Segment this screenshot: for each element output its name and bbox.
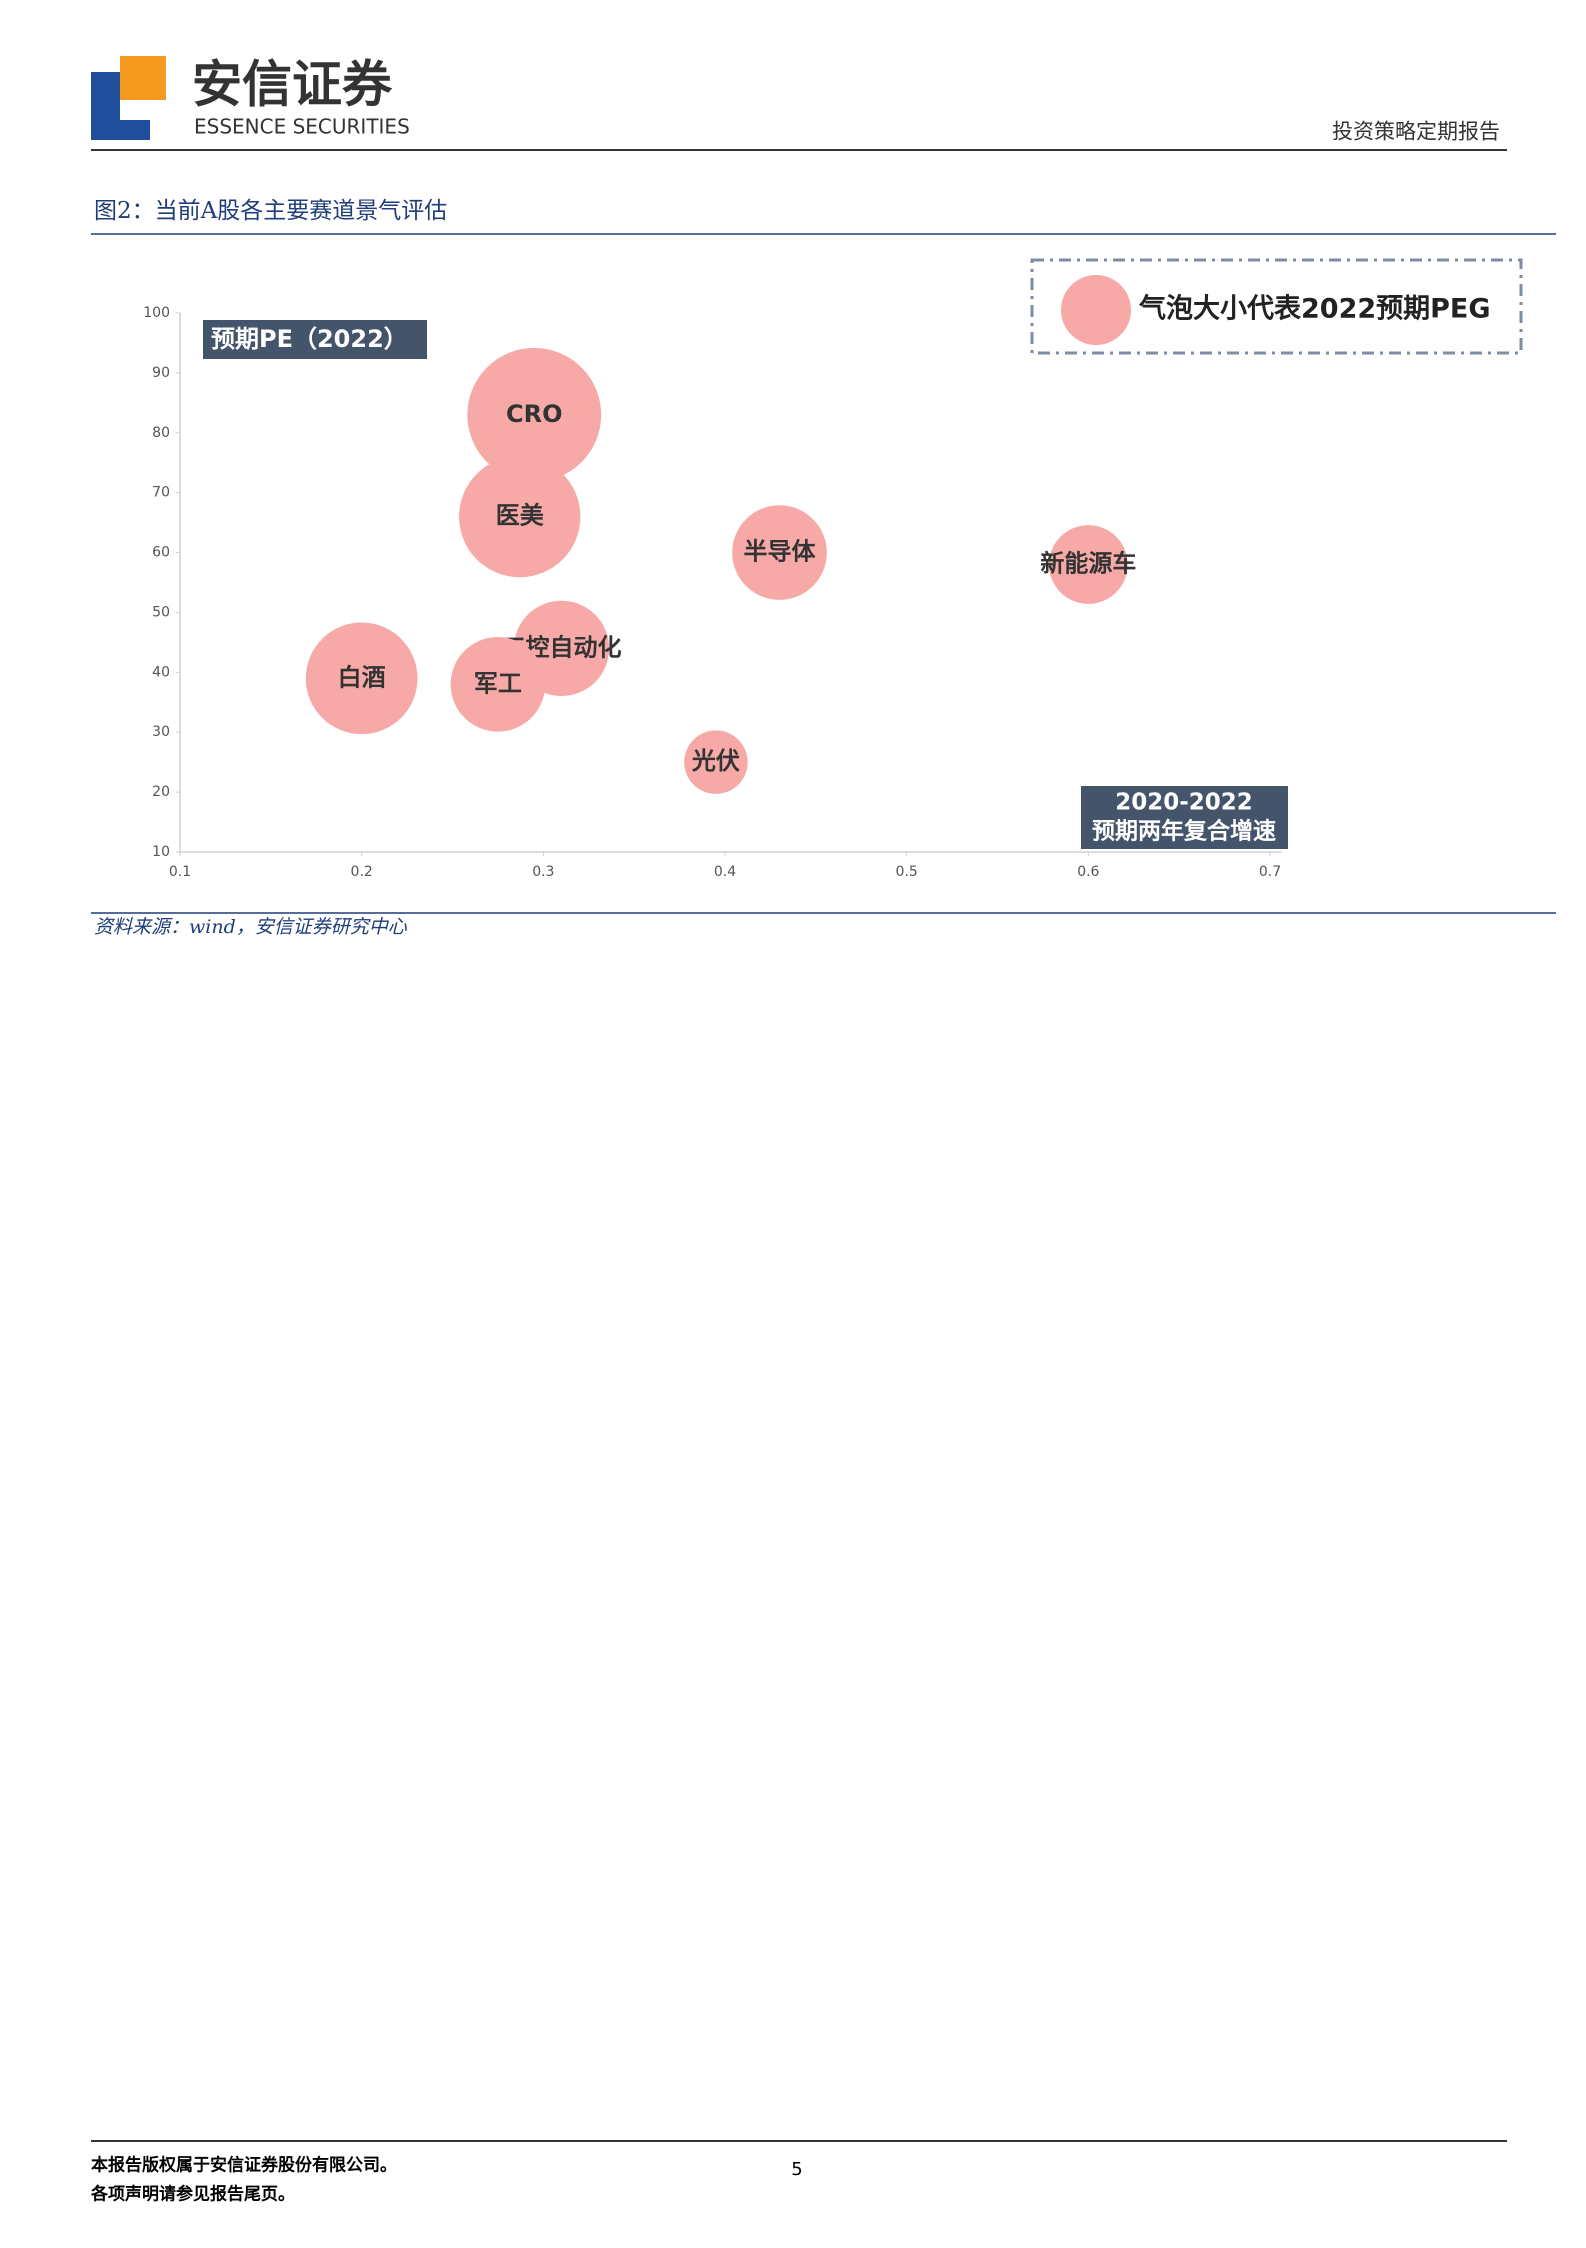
x-tick-label: 0.7 — [1259, 864, 1281, 880]
source: 资料来源：wind，安信证券研究中心 — [94, 916, 408, 938]
x-tick-label: 0.4 — [714, 864, 736, 880]
legend-bubble — [1061, 275, 1131, 345]
y-tick-label: 50 — [152, 604, 170, 620]
bubble-label: 白酒 — [338, 663, 386, 691]
x-tick-label: 0.6 — [1077, 864, 1099, 880]
figure-title: 图2：当前A股各主要赛道景气评估 — [94, 198, 447, 224]
logo — [91, 56, 166, 140]
x-tick-label: 0.2 — [351, 864, 373, 880]
x-label: 2020-2022 — [1115, 790, 1253, 816]
logo-orange — [120, 56, 166, 100]
logo-blue-inner — [104, 72, 120, 120]
legend-text: 气泡大小代表2022预期PEG — [1138, 293, 1491, 325]
bubble-label: 光伏 — [691, 747, 740, 775]
page-number: 5 — [791, 2159, 802, 2180]
company-name: 安信证券 — [192, 56, 393, 114]
y-tick-label: 20 — [152, 784, 170, 800]
y-tick-label: 40 — [152, 664, 170, 680]
bubble — [467, 347, 602, 482]
bubble-label: CRO — [506, 400, 563, 428]
bubble — [1048, 525, 1128, 604]
y-tick-label: 30 — [152, 724, 170, 740]
bubble — [684, 730, 748, 794]
chart: 10 20 30 40 50 60 70 80 90 100 0.1 0.2 0.3 0.4 0.5 0.6 0… — [143, 258, 1523, 880]
footer-line: 各项声明请参见报告尾页。 — [90, 2184, 295, 2205]
bubble-label: 军工 — [474, 669, 522, 697]
y-tick-label: 70 — [152, 485, 170, 501]
x-tick-label: 0.3 — [532, 864, 554, 880]
bubble-label: 半导体 — [744, 538, 817, 566]
x-label-box — [1081, 786, 1288, 849]
y-label-box — [203, 320, 427, 359]
footer-line: 本报告版权属于安信证券股份有限公司。 — [91, 2155, 397, 2176]
y-tick-label: 90 — [152, 365, 170, 381]
y-tick-label: 100 — [143, 305, 170, 321]
x-tick-label: 0.5 — [896, 864, 918, 880]
bubble — [732, 505, 827, 600]
legend-box — [1030, 258, 1523, 355]
y-tick-label: 10 — [152, 844, 170, 860]
y-tick-label: 80 — [152, 425, 170, 441]
bubble — [450, 636, 546, 732]
bubble-label: 新能源车 — [1040, 550, 1136, 578]
bubble — [459, 455, 581, 578]
bubble — [305, 622, 418, 735]
x-label: 预期两年复合增速 — [1092, 818, 1276, 845]
x-tick-label: 0.1 — [169, 864, 191, 880]
bubble-label: 医美 — [496, 502, 544, 530]
y-tick-label: 60 — [152, 545, 170, 561]
company-en: ESSENCE SECURITIES — [194, 115, 410, 139]
y-label: 预期PE（2022） — [211, 325, 408, 353]
report-type: 投资策略定期报告 — [1332, 120, 1500, 144]
